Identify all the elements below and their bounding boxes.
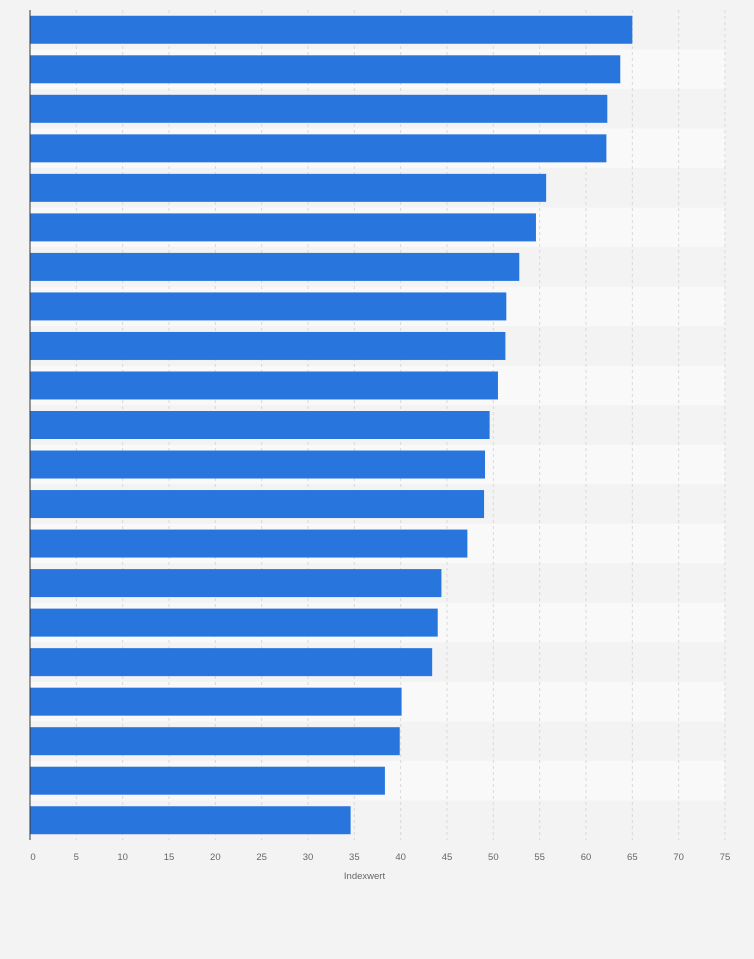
bar[interactable] — [30, 134, 607, 163]
x-axis-title: Indexwert — [344, 871, 386, 882]
x-tick-label: 60 — [581, 852, 592, 863]
bar[interactable] — [30, 15, 633, 44]
x-tick-label: 30 — [303, 852, 314, 863]
x-tick-label: 45 — [442, 852, 453, 863]
x-tick-label: 20 — [210, 852, 221, 863]
bar[interactable] — [30, 569, 442, 598]
bar[interactable] — [30, 529, 468, 558]
bar[interactable] — [30, 687, 402, 716]
bar[interactable] — [30, 411, 490, 439]
x-tick-label: 70 — [673, 852, 684, 863]
bar[interactable] — [30, 806, 351, 835]
x-tick-label: 55 — [534, 852, 545, 863]
bar[interactable] — [30, 292, 507, 321]
bar[interactable] — [30, 331, 506, 360]
x-tick-label: 5 — [74, 852, 79, 863]
x-tick-label: 25 — [256, 852, 267, 863]
x-tick-label: 40 — [395, 852, 406, 863]
bar[interactable] — [30, 490, 485, 519]
bar[interactable] — [30, 213, 536, 242]
x-tick-label: 50 — [488, 852, 499, 863]
bar[interactable] — [30, 371, 498, 400]
x-tick-label: 65 — [627, 852, 638, 863]
x-tick-label: 35 — [349, 852, 360, 863]
bar[interactable] — [30, 55, 621, 84]
bar[interactable] — [30, 450, 485, 479]
bar[interactable] — [30, 94, 608, 123]
bars — [30, 15, 633, 835]
x-tick-label: 10 — [117, 852, 128, 863]
bar[interactable] — [30, 608, 438, 637]
x-tick-label: 75 — [720, 852, 731, 863]
bar[interactable] — [30, 648, 433, 677]
bar[interactable] — [30, 173, 547, 202]
bar[interactable] — [30, 727, 400, 756]
x-axis-ticks: 0 5 10 15 20 25 30 35 40 45 50 55 60 65 70 75 — [30, 852, 730, 863]
x-tick-label: 15 — [164, 852, 175, 863]
bar[interactable] — [30, 766, 385, 795]
bar[interactable] — [30, 252, 520, 281]
x-tick-label: 0 — [30, 852, 35, 863]
